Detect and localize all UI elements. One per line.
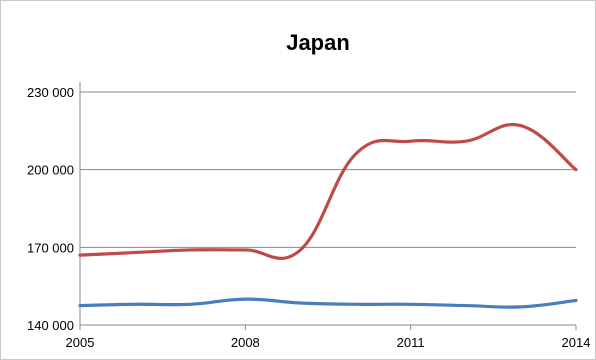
- x-tick-label: 2011: [397, 335, 425, 350]
- x-tick-label: 2008: [231, 335, 260, 350]
- series-line-1: [78, 122, 578, 261]
- y-tick-label: 170 000: [27, 240, 74, 255]
- x-tick-label: 2005: [66, 335, 95, 350]
- y-tick-label: 200 000: [27, 163, 74, 178]
- y-tick-label: 230 000: [27, 85, 74, 100]
- y-axis-tick-labels: 140 000 170 000 200 000 230 000: [27, 85, 74, 333]
- gridlines: [79, 82, 577, 330]
- chart-title: Japan: [286, 30, 350, 55]
- x-axis-tick-labels: 2005 2008 2011 2014: [66, 335, 591, 350]
- x-tick-label: 2014: [562, 335, 591, 350]
- series-line-2: [78, 297, 578, 309]
- y-tick-label: 140 000: [27, 318, 74, 333]
- series-lines: [78, 122, 578, 309]
